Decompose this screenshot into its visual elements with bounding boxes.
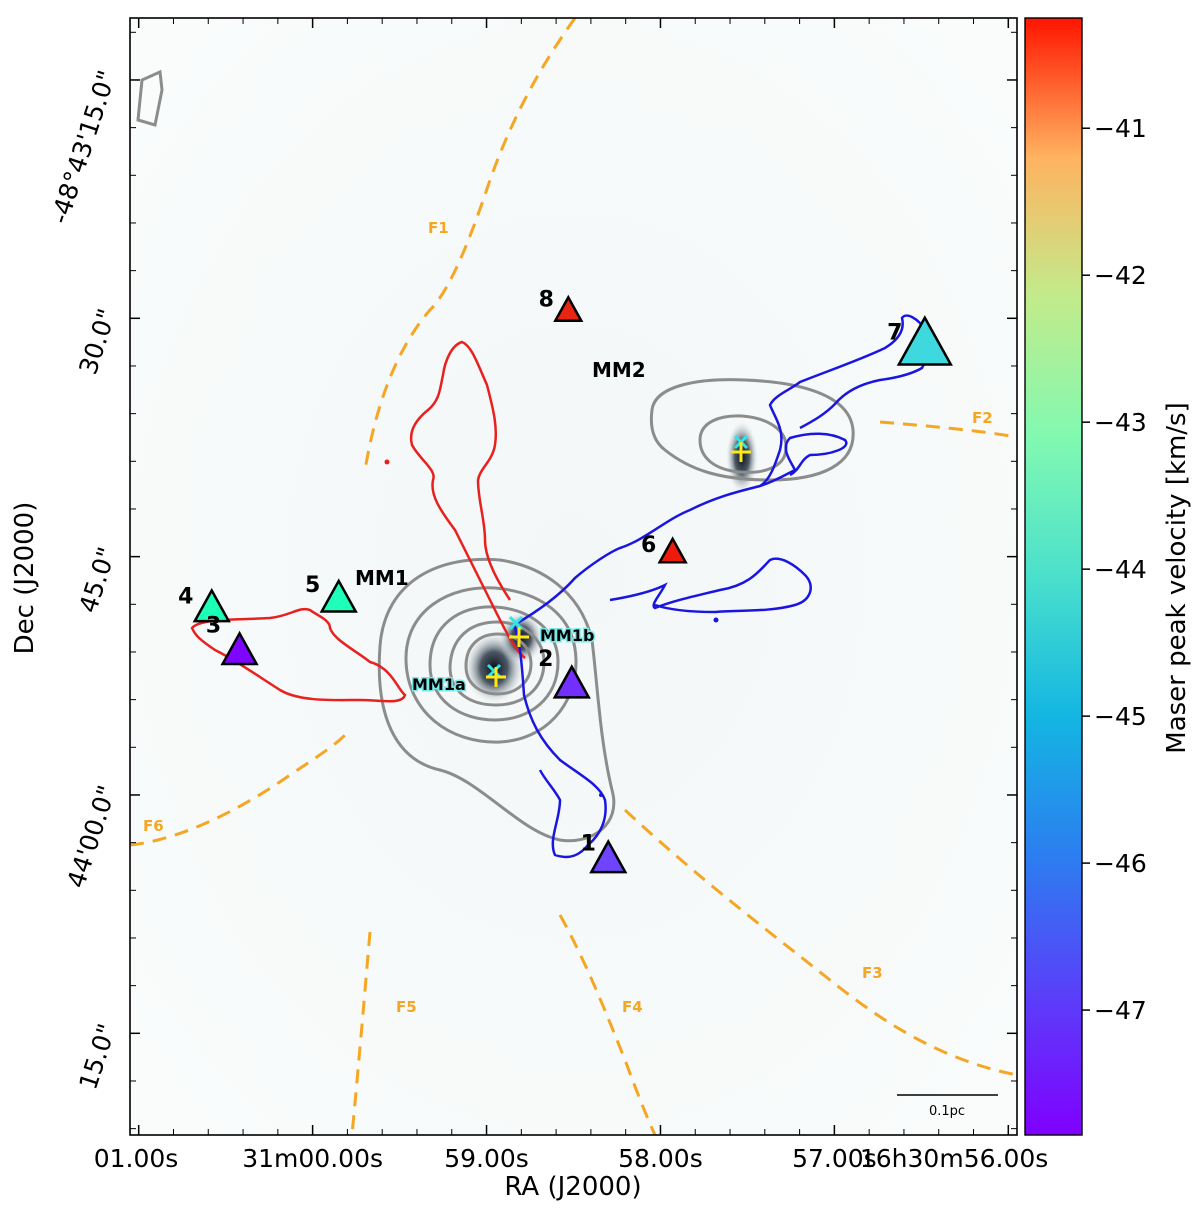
x-tick-label: 57.00s [792,1144,877,1173]
region-labels: MM1 MM2 MM1a MM1b [355,358,646,696]
region-label-mm2: MM2 [592,358,646,382]
mm2-contour-outer [649,378,855,482]
maser-triangle-4 [192,587,231,623]
core-label-mm1a: MM1a [412,675,466,694]
colorbar-bar [1024,17,1083,1136]
scale-bar: 0.1pc [897,1094,998,1119]
x-tick-label: 16h30m56.00s [860,1144,1048,1173]
filament-label-f1: F1 [428,219,449,237]
y-axis-title: Dec (J2000) [10,502,40,655]
continuum-contours [136,69,855,843]
maser-label-3: 3 [206,613,221,638]
mm2-plus [731,442,751,462]
y-tick-label: 45.0" [73,544,121,617]
x-tick-label: 58.00s [618,1144,703,1173]
maser-label-7: 7 [887,321,902,346]
filament-f4-trace [558,914,657,1135]
colorbar: −41 −42 −43 −44 −45 −46 −47 Maser peak velocit… [1024,17,1192,1136]
filament-f1-trace [363,18,577,471]
filament-label-f5: F5 [396,998,417,1016]
core-markers [486,434,751,687]
maser-triangle-2 [552,664,591,699]
y-tick-label: 44'00.0" [61,782,121,892]
maser-label-2: 2 [538,647,553,672]
core-label-mm1b: MM1b [540,626,594,645]
dust-emission [464,421,758,704]
region-label-mm1: MM1 [355,566,409,590]
filaments [130,18,1017,1135]
x-tick-label: 01.00s [94,1144,179,1173]
colorbar-tick-label: −47 [1094,996,1147,1025]
mm1b-plus [509,627,529,647]
mm1a-plus [486,667,506,687]
colorbar-tick-label: −46 [1094,849,1147,878]
filament-label-f6: F6 [143,817,164,835]
x-tick-label: 31m00.00s [242,1144,383,1173]
nw-contour [136,69,164,127]
filament-labels: F1 F2 F3 F4 F5 F6 [143,219,993,1016]
maser-label-8: 8 [539,287,554,312]
plot-frame [129,17,1018,1136]
y-tick-label: 30.0" [73,305,121,378]
y-tick-label: 15.0" [73,1020,121,1093]
maser-triangle-5 [319,578,358,613]
mm1-contour-4 [448,620,546,707]
filament-f2-trace [879,420,1017,439]
red-outflow [190,340,526,703]
mm1-contour-outer [377,557,616,843]
plot-area [130,18,1017,1135]
x-axis-title: RA (J2000) [504,1172,641,1202]
filament-label-f3: F3 [862,964,883,982]
maser-triangle-7 [896,315,953,366]
colorbar-tick-label: −43 [1094,408,1147,437]
maser-markers [192,294,953,874]
filament-f3-trace [623,808,1017,1077]
mm1-contour-2 [404,586,578,744]
maser-triangle-1 [589,838,628,874]
scale-bar-label: 0.1pc [929,1104,965,1119]
colorbar-tick-label: −45 [1094,702,1147,731]
maser-label-1: 1 [581,832,596,857]
filament-label-f2: F2 [972,409,993,427]
maser-label-5: 5 [305,573,320,598]
colorbar-tick-label: −41 [1094,114,1147,143]
colorbar-tick-label: −44 [1094,555,1147,584]
filament-f5-trace [350,931,372,1135]
maser-label-6: 6 [641,533,656,558]
maser-label-4: 4 [178,584,193,609]
mm1a-cross [486,663,502,679]
maser-triangle-3 [220,630,259,666]
filament-label-f4: F4 [622,998,643,1016]
maser-triangle-8 [553,294,584,323]
x-tick-label: 59.00s [444,1144,529,1173]
y-tick-label: -48°43'15.0" [45,67,122,227]
maser-triangle-6 [657,536,688,564]
colorbar-label: Maser peak velocity [km/s] [1162,402,1192,753]
colorbar-ticks: −41 −42 −43 −44 −45 −46 −47 [1082,114,1147,1025]
x-axis: 01.00s 31m00.00s 59.00s 58.00s 57.00s16h30m5… [94,18,1048,1173]
mm1-contour-5 [464,632,533,696]
colorbar-tick-label: −42 [1094,261,1147,290]
mm1-contour-3 [428,605,560,722]
